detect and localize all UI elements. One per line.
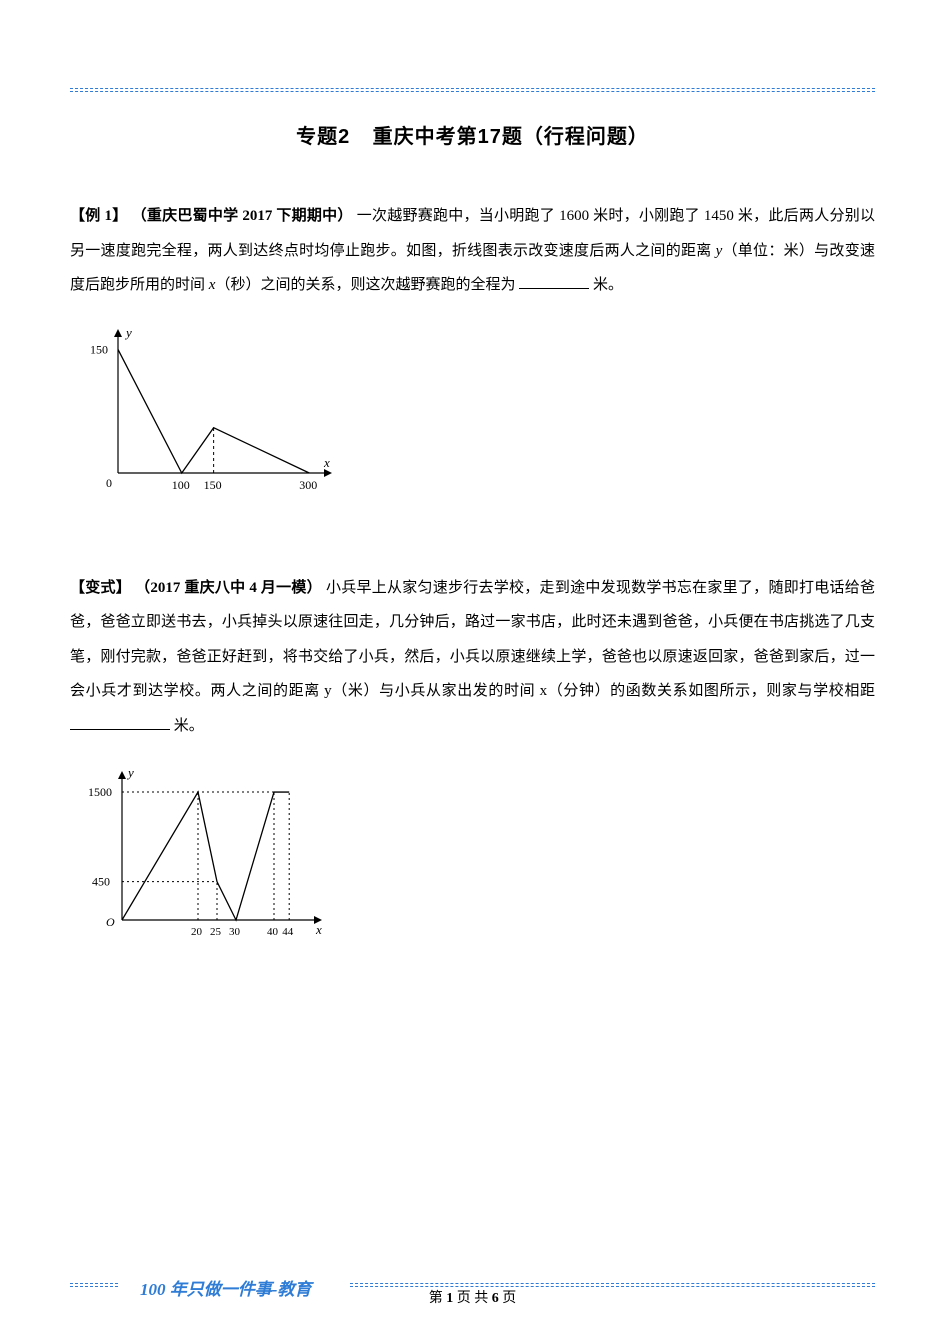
- svg-text:1500: 1500: [88, 785, 112, 799]
- page-suffix: 页: [499, 1291, 517, 1306]
- svg-text:40: 40: [267, 926, 279, 938]
- svg-text:450: 450: [92, 875, 110, 889]
- svg-text:44: 44: [282, 926, 294, 938]
- svg-text:y: y: [126, 765, 134, 780]
- svg-text:x: x: [323, 455, 330, 470]
- example-label: 【例 1】: [70, 208, 128, 224]
- variant-label: 【变式】: [70, 580, 131, 596]
- answer-blank-2: [70, 715, 170, 730]
- svg-text:30: 30: [229, 926, 241, 938]
- problem2-text-1: 小兵早上从家匀速步行去学校，走到途中发现数学书忘在家里了，随即打电话给爸爸，爸爸…: [70, 580, 875, 700]
- topic-number: 专题2: [296, 126, 350, 148]
- topic-main-title: 重庆中考第17题（行程问题）: [373, 126, 649, 148]
- top-double-dash-border: [70, 88, 875, 92]
- page-total: 6: [492, 1291, 499, 1306]
- page-number: 第 1 页 共 6 页: [0, 1287, 945, 1307]
- page-prefix: 第: [429, 1291, 447, 1306]
- svg-text:O: O: [106, 915, 115, 929]
- variant-source: （2017 重庆八中 4 月一模）: [135, 580, 322, 596]
- svg-text:150: 150: [90, 342, 108, 356]
- problem-example-1: 【例 1】 （重庆巴蜀中学 2017 下期期中） 一次越野赛跑中，当小明跑了 1…: [70, 199, 875, 303]
- page-mid: 页 共: [453, 1291, 492, 1306]
- svg-text:20: 20: [191, 926, 203, 938]
- example-source: （重庆巴蜀中学 2017 下期期中）: [132, 208, 353, 224]
- chart-2-svg: y x O 1500 450 20 25 30 4044: [80, 761, 330, 946]
- chart-1-svg: y x 0 150 100 150 300: [80, 321, 340, 501]
- problem2-text-2: 米。: [174, 718, 204, 734]
- problem1-text-4: 米。: [593, 277, 623, 293]
- svg-text:0: 0: [106, 476, 112, 490]
- svg-text:300: 300: [299, 478, 317, 492]
- svg-text:y: y: [124, 325, 132, 340]
- chart-1-container: y x 0 150 100 150 300: [80, 321, 875, 501]
- problem1-text-3: （秒）之间的关系，则这次越野赛跑的全程为: [215, 277, 515, 293]
- svg-text:x: x: [315, 922, 322, 937]
- answer-blank-1: [519, 274, 589, 289]
- svg-text:100: 100: [172, 478, 190, 492]
- problem-variant: 【变式】 （2017 重庆八中 4 月一模） 小兵早上从家匀速步行去学校，走到途…: [70, 571, 875, 744]
- svg-text:150: 150: [204, 478, 222, 492]
- svg-text:25: 25: [210, 926, 222, 938]
- document-title: 专题2 重庆中考第17题（行程问题）: [70, 120, 875, 149]
- chart-2-container: y x O 1500 450 20 25 30 4044: [80, 761, 875, 946]
